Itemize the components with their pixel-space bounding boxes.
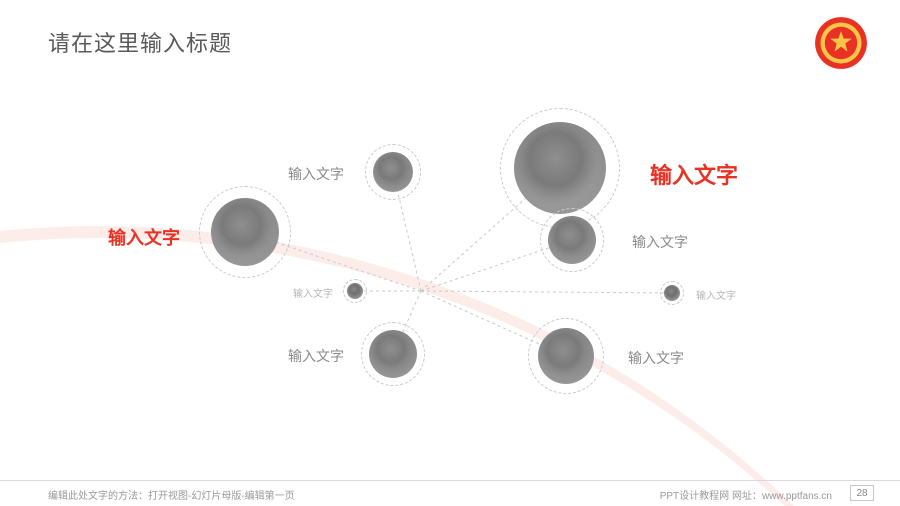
node-ring (361, 322, 425, 386)
node-bubble (514, 122, 606, 214)
node-bubble (373, 152, 413, 192)
page-number-badge: 28 (850, 485, 874, 501)
node-ring (199, 186, 291, 278)
bottom-arc-decoration (0, 226, 900, 506)
node-bubble (369, 330, 417, 378)
node-label: 输入文字 (650, 158, 738, 190)
node-ring (660, 281, 684, 305)
footer-source-sep: 网址： (729, 491, 762, 502)
slide: 请在这里输入标题 输入文字输入文字输入文字输入文字输入文字输入文字输入文字输入文… (0, 0, 900, 506)
university-seal-icon (814, 16, 868, 70)
node-label: 输入文字 (108, 224, 180, 250)
footer-source-url: www.pptfans.cn (762, 491, 832, 502)
node-bubble (538, 328, 594, 384)
node-label: 输入文字 (293, 285, 333, 300)
node-label: 输入文字 (288, 164, 344, 184)
footer-edit-hint: 编辑此处文字的方法：打开视图-幻灯片母版-编辑第一页 (48, 487, 295, 502)
node-ring (500, 108, 620, 228)
node-bubble (548, 216, 596, 264)
node-bubble (664, 285, 680, 301)
footer-source: PPT设计教程网 网址：www.pptfans.cn (660, 487, 832, 502)
node-ring (540, 208, 604, 272)
node-ring (528, 318, 604, 394)
node-label: 输入文字 (288, 346, 344, 366)
footer-source-label: PPT设计教程网 (660, 491, 729, 502)
node-ring (365, 144, 421, 200)
diagram-edges (0, 0, 900, 506)
node-label: 输入文字 (628, 348, 684, 368)
page-title: 请在这里输入标题 (48, 26, 232, 58)
footer-bar: 编辑此处文字的方法：打开视图-幻灯片母版-编辑第一页 PPT设计教程网 网址：w… (0, 480, 900, 506)
node-label: 输入文字 (632, 232, 688, 252)
node-bubble (347, 283, 363, 299)
node-ring (343, 279, 367, 303)
node-label: 输入文字 (696, 287, 736, 302)
node-bubble (211, 198, 279, 266)
top-arc-decoration (0, 0, 900, 506)
